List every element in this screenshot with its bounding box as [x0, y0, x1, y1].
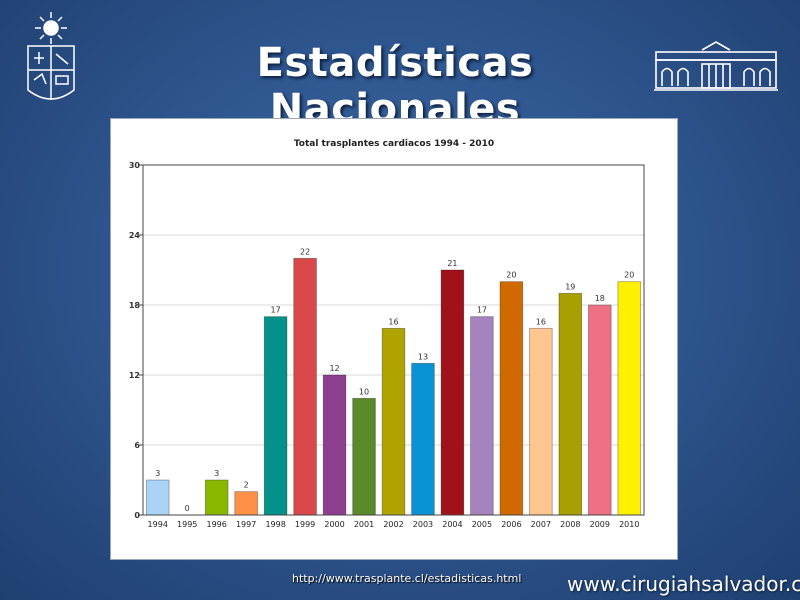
bar-2008	[558, 292, 583, 516]
data-label: 17	[271, 306, 281, 315]
bar-2000	[322, 374, 347, 516]
x-tick-label: 1995	[177, 520, 197, 529]
x-tick-label: 1994	[148, 520, 168, 529]
x-tick-label: 2001	[354, 520, 374, 529]
x-tick-label: 2009	[590, 520, 610, 529]
data-label: 19	[565, 282, 575, 291]
bar-2002	[381, 327, 406, 516]
bar-2006	[499, 281, 524, 516]
x-tick-label: 2007	[531, 520, 551, 529]
data-label: 10	[359, 387, 369, 396]
bar-2009	[588, 304, 612, 516]
y-tick-label: 12	[129, 371, 140, 380]
x-tick-label: 2003	[413, 520, 433, 529]
data-label: 16	[536, 317, 546, 326]
data-label: 12	[329, 364, 339, 373]
bar-2010	[617, 281, 642, 516]
y-tick-label: 6	[134, 441, 140, 450]
x-tick-label: 1999	[295, 520, 315, 529]
data-label: 13	[418, 352, 428, 361]
bar-1996	[204, 479, 229, 516]
y-tick-label: 18	[129, 301, 141, 310]
bar-1994	[145, 479, 170, 516]
plot-area-border	[142, 164, 645, 516]
data-label: 16	[388, 317, 398, 326]
chart-title: Total trasplantes cardiacos 1994 - 2010	[294, 139, 494, 149]
source-url[interactable]: http://www.trasplante.cl/estadisticas.ht…	[292, 572, 522, 585]
bar-1999	[293, 257, 317, 516]
data-label: 21	[447, 259, 457, 268]
bar-2001	[352, 397, 376, 516]
bar-2005	[470, 316, 494, 516]
bar-2004	[440, 269, 465, 516]
data-label: 20	[624, 271, 634, 280]
data-label: 0	[185, 504, 190, 513]
data-label: 20	[506, 271, 516, 280]
bar-1997	[234, 491, 258, 516]
x-tick-label: 2008	[560, 520, 580, 529]
x-tick-label: 2004	[442, 520, 462, 529]
x-tick-label: 2010	[619, 520, 639, 529]
data-label: 3	[155, 469, 160, 478]
chart-panel: Total trasplantes cardiacos 1994 - 2010 …	[110, 118, 678, 560]
data-label: 22	[300, 247, 310, 256]
data-label: 2	[244, 481, 249, 490]
x-tick-label: 2002	[383, 520, 403, 529]
x-tick-label: 2005	[472, 520, 492, 529]
y-tick-label: 30	[129, 161, 141, 170]
y-tick-label: 0	[134, 511, 140, 520]
data-label: 17	[477, 306, 487, 315]
x-tick-label: 1998	[265, 520, 285, 529]
y-tick-label: 24	[129, 231, 141, 240]
building-facade-icon	[654, 41, 778, 91]
x-tick-label: 2006	[501, 520, 521, 529]
x-tick-label: 1997	[236, 520, 256, 529]
data-label: 3	[214, 469, 219, 478]
university-emblem-icon	[27, 12, 75, 100]
bar-2003	[411, 362, 435, 516]
x-tick-label: 1996	[206, 520, 226, 529]
site-url[interactable]: www.cirugiahsalvador.cl	[567, 572, 800, 596]
data-label: 18	[595, 294, 605, 303]
x-tick-label: 2000	[324, 520, 344, 529]
bar-1998	[263, 316, 288, 516]
bar-2007	[529, 327, 553, 516]
bar-chart: Total trasplantes cardiacos 1994 - 2010 …	[129, 139, 645, 529]
